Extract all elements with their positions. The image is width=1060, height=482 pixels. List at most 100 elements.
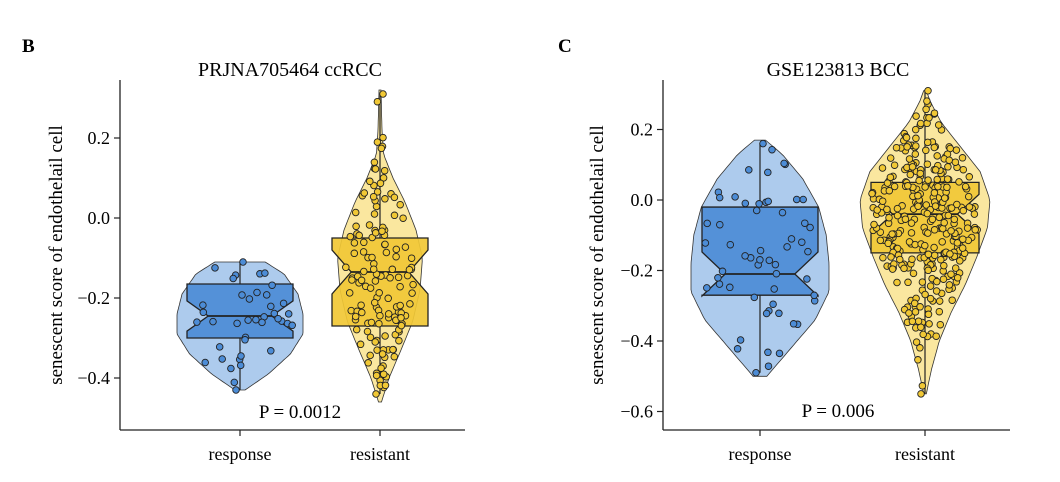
panel-b-response-point [218, 355, 226, 363]
panel-b-y-tick-label: −0.4 [77, 368, 110, 388]
panel-b-y-axis-label: senescent score of endothelail cell [46, 125, 67, 385]
panel-b-resistant-point [399, 214, 407, 222]
panel-c-resistant-point [885, 213, 893, 222]
panel-b-resistant-point [364, 359, 372, 367]
panel-c-response-point [768, 145, 776, 154]
panel-b-resistant-point [406, 300, 414, 308]
panel-b-resistant-point [371, 338, 379, 346]
panel-c-y-tick-label: −0.4 [620, 331, 653, 351]
panel-b-resistant-point [371, 229, 380, 237]
panel-c-resistant-point [917, 390, 925, 398]
panel-b-response-point [238, 291, 246, 299]
panel-b-response-point [199, 308, 208, 317]
panel-c-resistant-point [916, 119, 925, 128]
panel-c-response-point [756, 256, 764, 264]
panel-c-response-point [775, 309, 783, 318]
panel-c-resistant-point [922, 201, 931, 209]
panel-b-resistant-point [357, 301, 365, 309]
panel-c-resistant-point [938, 238, 946, 246]
panel-c-y-tick-label: 0.2 [631, 120, 654, 140]
panel-b-resistant-point [345, 289, 354, 297]
panel-c-resistant-point [944, 163, 952, 171]
panel-c-response-point [741, 199, 750, 208]
panel-c-resistant-point [921, 290, 929, 299]
panel-b-resistant-point [380, 166, 389, 175]
panel-c-resistant-point [939, 275, 948, 283]
panel-c-resistant-point [919, 330, 927, 339]
panel-c-resistant-point [912, 338, 921, 346]
panel-b-resistant-point [370, 210, 379, 218]
panel-c-resistant-point [930, 189, 939, 197]
panel-c-response-point [787, 235, 796, 243]
panel-b-resistant-point [381, 332, 389, 340]
panel-c-response-point [726, 240, 735, 249]
panel-c-resistant-point [888, 265, 897, 273]
panel-c-resistant-point [930, 143, 939, 152]
panel-b-response-point [227, 364, 235, 373]
panel-b-resistant-point [355, 231, 363, 240]
panel-b-resistant-point [370, 298, 379, 307]
panel-b-resistant-point [384, 310, 393, 318]
panel-b-resistant-point [408, 289, 416, 297]
panel-b-resistant-point [382, 248, 391, 257]
panel-c-response-point [752, 368, 760, 377]
panel-b-resistant-point [397, 314, 405, 322]
panel-c-resistant-point [923, 209, 932, 218]
panel-c-resistant-point [878, 197, 887, 205]
panel-c-resistant-point [935, 307, 944, 316]
panel-c-resistant-point [933, 175, 941, 184]
panel-b-title: PRJNA705464 ccRCC [198, 59, 382, 81]
panel-c-label: C [558, 36, 572, 57]
panel-c-resistant-point [934, 182, 942, 191]
panel-b-resistant-point [350, 239, 359, 247]
panel-b-resistant-point [360, 238, 368, 247]
panel-b-resistant-point [389, 345, 397, 354]
panel-c-resistant-point [933, 277, 941, 286]
panel-c-response-x-tick-label: response [729, 444, 792, 464]
panel-c-resistant-point [907, 229, 916, 237]
panel-c-resistant-point [963, 224, 972, 232]
panel-c-resistant-point [930, 243, 938, 252]
panel-c-response-point [752, 206, 761, 215]
panel-b-resistant-point [373, 188, 382, 196]
panel-b-resistant-point [395, 336, 403, 345]
panel-b-resistant-point [357, 276, 366, 285]
panel-c-resistant-point [932, 332, 940, 340]
panel-c-resistant-point [908, 317, 917, 326]
panel-c-plot-area: 0.2 0.0 −0.2 −0.4 −0.6 response resistant [620, 80, 1010, 464]
panel-b-resistant-point [405, 265, 414, 274]
panel-b-response-point [274, 314, 282, 323]
panel-c-resistant-point [935, 297, 944, 305]
panel-c-resistant-point [958, 154, 967, 162]
panel-c-resistant-point [930, 251, 939, 260]
panel-c-response-point [771, 260, 780, 269]
panel-c-resistant-point [924, 266, 932, 275]
panel-c-resistant-point [930, 109, 939, 117]
panel-c-resistant-point [940, 194, 949, 202]
panel-c-resistant-point [958, 244, 967, 252]
panel-c-response-point [718, 267, 727, 276]
panel-c-resistant-point [886, 154, 895, 162]
panel-c-response-point [764, 197, 772, 206]
panel-b-resistant-point [390, 193, 399, 202]
panel-c-resistant-point [924, 310, 933, 319]
panel-c-resistant-point [900, 264, 908, 273]
panel-c-resistant-point [870, 220, 878, 229]
panel-b-response-point [267, 302, 275, 311]
panel-b-resistant-point [366, 351, 374, 360]
panel-b-response-point [201, 358, 209, 367]
panel-c-resistant-point [922, 105, 930, 114]
panel-c-resistant-point [964, 192, 973, 201]
panel-b-label: B [22, 36, 35, 57]
panel-b-response-point [279, 299, 288, 308]
panel-c-response-point [806, 223, 814, 232]
panel-c-response-point [764, 348, 772, 357]
panel-c-resistant-point [940, 218, 948, 227]
panel-c-resistant-point [923, 138, 932, 147]
panel-b-response-point [258, 318, 266, 327]
panel-c-resistant-point [923, 97, 931, 105]
panel-c-resistant-point [924, 250, 933, 259]
panel-c-resistant-point [893, 211, 902, 220]
panel-c-resistant-point [868, 189, 876, 198]
panel-c-resistant-point [951, 264, 960, 272]
